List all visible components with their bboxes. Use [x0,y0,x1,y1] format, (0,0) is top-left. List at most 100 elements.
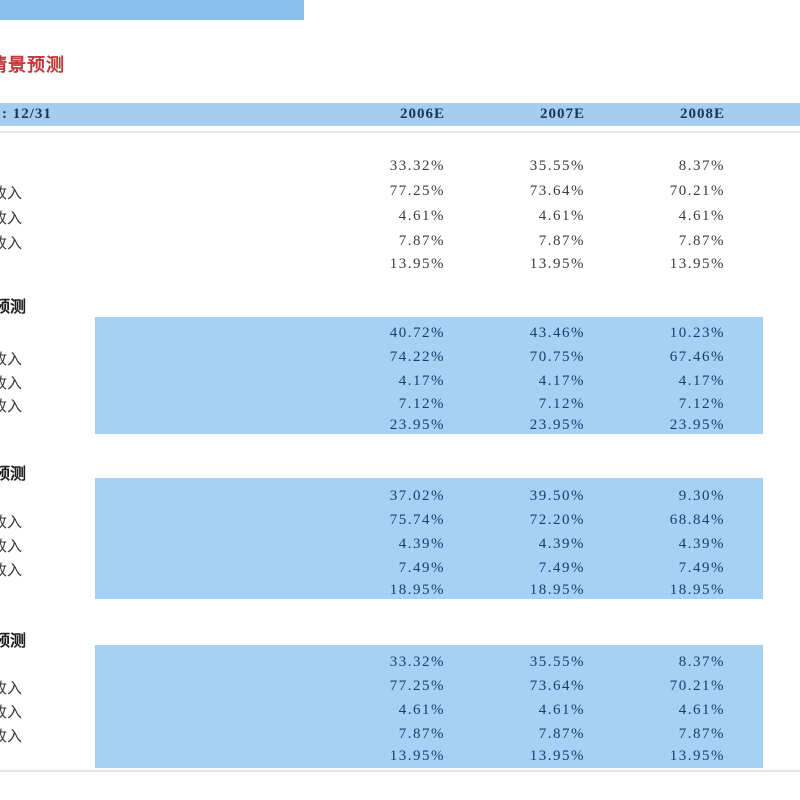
row-label-income: 收入 [0,184,23,202]
row-label-income: 收入 [0,537,23,555]
cell-value: 8.37% [678,158,725,174]
cell-value: 73.64% [529,678,585,694]
table-row: 33.32% 35.55% 8.37% [0,653,800,675]
cell-value: 13.95% [529,748,585,764]
section-header-forecast: 预测 [0,297,27,316]
cell-value: 75.74% [389,512,445,528]
cell-value: 18.95% [389,582,445,598]
cell-value: 4.39% [678,536,725,552]
cell-value: 7.87% [398,233,445,249]
section-header-forecast: 预测 [0,464,27,483]
table-row: 7.49% 7.49% 7.49% [0,559,800,581]
cell-value: 18.95% [669,582,725,598]
cell-value: 7.49% [398,560,445,576]
table-row: 7.87% 7.87% 7.87% [0,725,800,747]
cell-value: 70.21% [669,183,725,199]
table-row: 4.61% 4.61% 4.61% [0,207,800,229]
cell-value: 4.61% [398,208,445,224]
cell-value: 18.95% [529,582,585,598]
cell-value: 4.17% [538,373,585,389]
table-row: 74.22% 70.75% 67.46% [0,348,800,370]
column-header-2007e: 2007E [539,106,585,122]
row-label-income: 收入 [0,374,23,392]
page-title: 情景预测 [0,55,65,76]
table-row: 37.02% 39.50% 9.30% [0,487,800,509]
cell-value: 37.02% [389,488,445,504]
cell-value: 4.39% [398,536,445,552]
table-row: 7.87% 7.87% 7.87% [0,232,800,254]
table-row: 18.95% 18.95% 18.95% [0,581,800,603]
cell-value: 7.49% [678,560,725,576]
cell-value: 7.49% [538,560,585,576]
row-label-income: 收入 [0,513,23,531]
cell-value: 40.72% [389,325,445,341]
cell-value: 4.61% [538,702,585,718]
row-label-income: 收入 [0,234,23,252]
table-row: 4.17% 4.17% 4.17% [0,372,800,394]
highlight-panel [95,317,763,434]
table-row: 77.25% 73.64% 70.21% [0,677,800,699]
cell-value: 70.21% [669,678,725,694]
cell-value: 7.87% [538,726,585,742]
cell-value: 23.95% [389,417,445,433]
table-row: 23.95% 23.95% 23.95% [0,416,800,438]
cell-value: 13.95% [389,256,445,272]
cell-value: 39.50% [529,488,585,504]
cell-value: 33.32% [389,654,445,670]
cell-value: 4.17% [398,373,445,389]
table-row: 77.25% 73.64% 70.21% [0,182,800,204]
table-row: 40.72% 43.46% 10.23% [0,324,800,346]
cell-value: 33.32% [389,158,445,174]
cell-value: 13.95% [669,256,725,272]
column-header-2006e: 2006E [399,106,445,122]
cell-value: 10.23% [669,325,725,341]
cell-value: 7.87% [398,726,445,742]
header-divider [0,131,800,133]
cell-value: 77.25% [389,678,445,694]
cell-value: 13.95% [669,748,725,764]
table-row: 13.95% 13.95% 13.95% [0,255,800,277]
highlight-panel [95,478,763,599]
row-label-income: 收入 [0,397,23,415]
table-row: 7.12% 7.12% 7.12% [0,395,800,417]
row-label-income: 收入 [0,561,23,579]
cell-value: 7.87% [678,233,725,249]
cell-value: 77.25% [389,183,445,199]
cell-value: 8.37% [678,654,725,670]
column-header-2008e: 2008E [679,106,725,122]
table-header-row: : 12/31 2006E 2007E 2008E [0,103,800,126]
cell-value: 13.95% [529,256,585,272]
date-header-label: : 12/31 [2,106,52,122]
row-label-income: 收入 [0,350,23,368]
cell-value: 23.95% [669,417,725,433]
table-row: 4.61% 4.61% 4.61% [0,701,800,723]
cell-value: 35.55% [529,654,585,670]
cell-value: 7.87% [678,726,725,742]
cell-value: 67.46% [669,349,725,365]
cell-value: 35.55% [529,158,585,174]
cell-value: 7.12% [398,396,445,412]
cell-value: 70.75% [529,349,585,365]
section-header-forecast: 预测 [0,631,27,650]
row-label-income: 收入 [0,209,23,227]
cell-value: 9.30% [678,488,725,504]
table-row: 75.74% 72.20% 68.84% [0,511,800,533]
bottom-divider [0,770,800,772]
table-row: 33.32% 35.55% 8.37% [0,157,800,179]
cell-value: 7.87% [538,233,585,249]
cell-value: 43.46% [529,325,585,341]
cell-value: 4.61% [538,208,585,224]
cell-value: 4.61% [398,702,445,718]
highlight-panel [95,645,763,768]
cell-value: 4.39% [538,536,585,552]
cell-value: 4.61% [678,702,725,718]
cell-value: 4.17% [678,373,725,389]
cell-value: 72.20% [529,512,585,528]
table-row: 4.39% 4.39% 4.39% [0,535,800,557]
cell-value: 68.84% [669,512,725,528]
cell-value: 13.95% [389,748,445,764]
cell-value: 7.12% [678,396,725,412]
row-label-income: 收入 [0,727,23,745]
row-label-income: 收入 [0,679,23,697]
